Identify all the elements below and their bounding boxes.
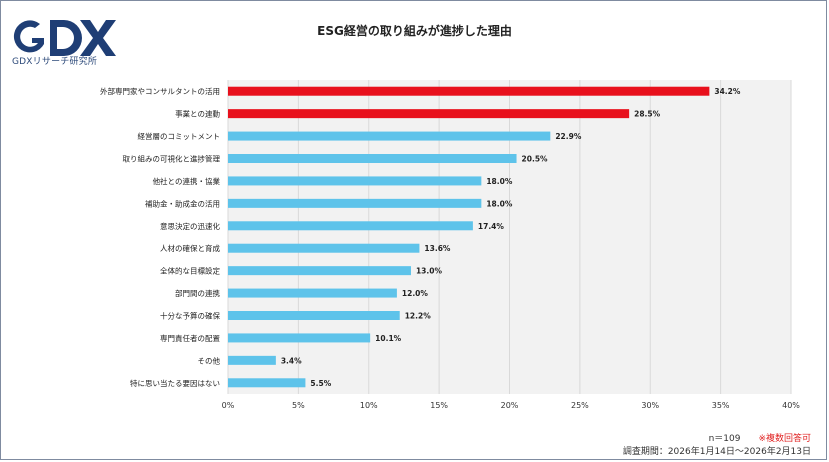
chart-title: ESG経営の取り組みが進捗した理由 xyxy=(317,24,512,38)
category-label: 外部専門家やコンサルタントの活用 xyxy=(100,86,220,96)
bar xyxy=(228,355,276,365)
value-label: 10.1% xyxy=(375,334,402,343)
footer-sample: n＝109 ※複数回答可 xyxy=(709,431,811,444)
category-label: 取り組みの可視化と進捗管理 xyxy=(123,154,221,164)
value-label: 12.0% xyxy=(402,289,429,298)
bar xyxy=(228,266,411,276)
bar xyxy=(228,109,630,119)
bar xyxy=(228,288,397,298)
category-label: 意思決定の迅速化 xyxy=(160,221,220,231)
value-label: 20.5% xyxy=(522,155,549,164)
logo-subtitle: GDXリサーチ研究所 xyxy=(12,57,98,67)
x-tick-label: 25% xyxy=(571,401,589,410)
value-label: 17.4% xyxy=(478,222,505,231)
bar xyxy=(228,198,482,208)
bar xyxy=(228,154,517,163)
bar xyxy=(228,311,400,320)
category-label: 十分な予算の確保 xyxy=(160,311,220,321)
x-tick-label: 20% xyxy=(501,401,519,410)
bar xyxy=(228,86,710,96)
x-tick-label: 30% xyxy=(641,401,659,410)
x-tick-label: 5% xyxy=(292,401,305,410)
gdx-logo xyxy=(13,20,116,56)
category-label: 他社との連携・協業 xyxy=(153,176,221,186)
bar-chart: 0% 5% 10% 15% 20% 25% 30% 35% 40% 外部専門家やコンサルタントの活… xyxy=(100,80,800,410)
category-label: 特に思い当たる要因はない xyxy=(130,378,220,388)
category-label: 専門責任者の配置 xyxy=(160,333,220,343)
category-label: 補助金・助成金の活用 xyxy=(145,198,220,208)
survey-period: 調査期間：2026年1月14日〜2026年2月13日 xyxy=(622,447,811,457)
bar xyxy=(228,176,482,186)
value-label: 18.0% xyxy=(486,199,513,208)
category-label: 経営層のコミットメント xyxy=(138,131,221,141)
value-label: 3.4% xyxy=(281,356,302,365)
category-label: 部門間の連携 xyxy=(175,288,220,298)
value-label: 5.5% xyxy=(310,379,331,388)
value-label: 13.0% xyxy=(416,267,443,276)
x-tick-label: 0% xyxy=(222,401,235,410)
bar xyxy=(228,333,371,343)
x-tick-label: 35% xyxy=(712,401,730,410)
category-label: 人材の確保と育成 xyxy=(160,243,220,253)
x-tick-label: 40% xyxy=(782,401,800,410)
value-label: 18.0% xyxy=(486,177,513,186)
category-label: 全体的な目標設定 xyxy=(160,266,220,276)
bar xyxy=(228,378,306,388)
value-label: 28.5% xyxy=(634,110,661,119)
sample-size: n＝109 xyxy=(708,434,741,444)
x-tick-label: 10% xyxy=(360,401,378,410)
value-label: 12.2% xyxy=(405,312,432,321)
x-tick-label: 15% xyxy=(430,401,448,410)
bar xyxy=(228,243,420,253)
value-label: 13.6% xyxy=(424,244,451,253)
value-label: 22.9% xyxy=(555,132,582,141)
multiple-answer-note: ※複数回答可 xyxy=(758,434,811,444)
category-label: 事業との連動 xyxy=(175,109,220,119)
value-label: 34.2% xyxy=(714,87,741,96)
category-label: その他 xyxy=(198,355,221,365)
bar xyxy=(228,221,473,231)
bar xyxy=(228,131,551,141)
